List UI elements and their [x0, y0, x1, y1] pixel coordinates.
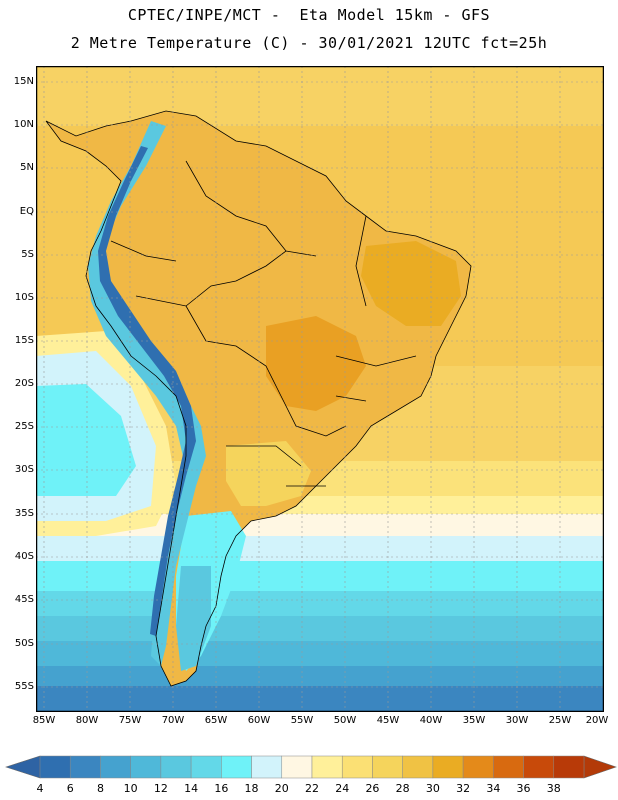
colorbar-label: 32	[456, 782, 471, 795]
patagonia-colder	[176, 566, 211, 671]
colorbar-label: 18	[244, 782, 259, 795]
colorbar-swatch	[432, 755, 464, 779]
lon-label: 80W	[75, 715, 99, 726]
colorbar-label: 30	[425, 782, 440, 795]
colorbar-label: 12	[153, 782, 168, 795]
pacific-cool-tongue-core	[36, 384, 136, 496]
lat-label: EQ	[19, 206, 34, 217]
map-title-source: CPTEC/INPE/MCT - Eta Model 15km - GFS	[127, 6, 491, 24]
colorbar-swatch	[221, 755, 252, 779]
colorbar-swatch	[372, 755, 403, 779]
colorbar-swatch	[130, 755, 162, 779]
colorbar-swatch	[523, 755, 555, 779]
lat-label: 10S	[14, 292, 34, 303]
country-borders	[45, 110, 472, 687]
colorbar-swatch	[69, 755, 101, 779]
lon-label: 85W	[32, 715, 56, 726]
temperature-colorbar	[5, 755, 617, 779]
colorbar-label: 20	[274, 782, 289, 795]
lat-label: 30S	[14, 464, 34, 475]
colorbar-swatch	[160, 755, 192, 779]
colorbar-label: 8	[96, 782, 104, 795]
lon-label: 20W	[585, 715, 609, 726]
colorbar-swatch	[281, 755, 313, 779]
colorbar-over-arrow	[583, 755, 617, 779]
hot-interior-region	[266, 316, 366, 411]
lat-label: 25S	[14, 421, 34, 432]
lon-label: 40W	[419, 715, 443, 726]
lon-label: 45W	[376, 715, 400, 726]
lat-label: 15N	[13, 76, 34, 87]
ocean-band-16c	[36, 561, 604, 596]
lon-label: 35W	[462, 715, 486, 726]
lon-label: 70W	[161, 715, 185, 726]
colorbar-label: 14	[184, 782, 199, 795]
lat-label: 5S	[21, 249, 34, 260]
colorbar-label: 36	[516, 782, 531, 795]
lon-label: 55W	[290, 715, 314, 726]
colorbar-swatch	[462, 755, 494, 779]
colorbar-label: 34	[486, 782, 501, 795]
lon-label: 50W	[333, 715, 357, 726]
lat-label: 15S	[14, 335, 34, 346]
colorbar-label: 10	[123, 782, 138, 795]
lon-label: 30W	[505, 715, 529, 726]
lat-label: 5N	[20, 162, 34, 173]
colorbar-label: 24	[335, 782, 350, 795]
lat-label: 10N	[13, 119, 34, 130]
lat-label: 40S	[14, 551, 34, 562]
map-title-field: 2 Metre Temperature (C) - 30/01/2021 12U…	[70, 34, 548, 52]
colorbar-swatch	[190, 755, 222, 779]
lon-label: 75W	[118, 715, 142, 726]
colorbar-swatch	[100, 755, 131, 779]
ocean-band-6c	[36, 686, 604, 712]
colorbar-swatch	[341, 755, 373, 779]
colorbar-swatch	[251, 755, 283, 779]
andes-peak-strip	[98, 146, 196, 636]
colorbar-label: 4	[36, 782, 44, 795]
lon-label: 65W	[204, 715, 228, 726]
map-frame	[36, 66, 604, 712]
lat-label: 20S	[14, 378, 34, 389]
colorbar-label: 38	[546, 782, 561, 795]
temperature-map	[36, 66, 604, 712]
lat-label: 35S	[14, 508, 34, 519]
lon-label: 25W	[548, 715, 572, 726]
colorbar-label: 26	[365, 782, 380, 795]
colorbar-swatch	[311, 755, 343, 779]
colorbar-label: 28	[395, 782, 410, 795]
colorbar-swatch	[402, 755, 434, 779]
lon-label: 60W	[247, 715, 271, 726]
colorbar-swatch	[39, 755, 71, 779]
lat-label: 50S	[14, 638, 34, 649]
colorbar-under-arrow	[5, 755, 41, 779]
lat-label: 55S	[14, 681, 34, 692]
colorbar-label: 22	[305, 782, 319, 795]
colorbar-swatch	[493, 755, 524, 779]
colorbar-swatch	[553, 755, 585, 779]
colorbar-label: 6	[66, 782, 74, 795]
hot-northeast-region	[361, 241, 461, 326]
andes-cold-strip	[88, 121, 206, 666]
lat-label: 45S	[14, 594, 34, 605]
colorbar-label: 16	[214, 782, 229, 795]
